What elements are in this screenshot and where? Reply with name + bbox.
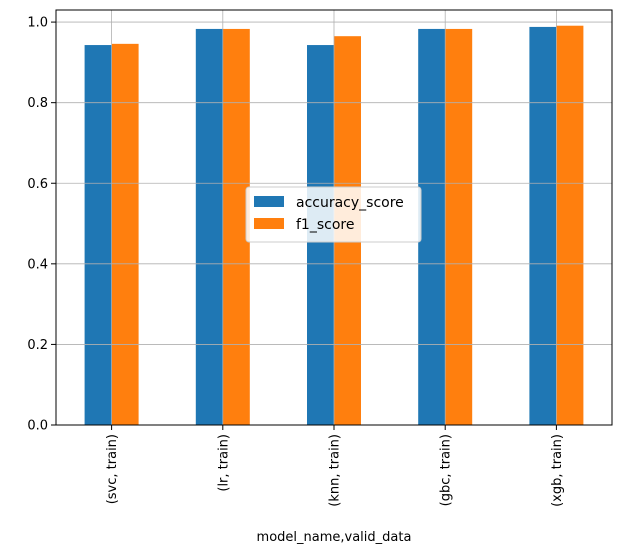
legend-swatch bbox=[254, 218, 284, 229]
bar-f1_score bbox=[556, 25, 584, 425]
bar-accuracy_score bbox=[195, 28, 223, 426]
x-tick-label: (svc, train) bbox=[105, 434, 120, 504]
x-axis-label: model_name,valid_data bbox=[257, 530, 412, 545]
x-tick-label: (xgb, train) bbox=[550, 434, 565, 507]
y-tick-label: 1.0 bbox=[27, 16, 48, 31]
y-tick-label: 0.2 bbox=[27, 338, 48, 353]
bar-f1_score bbox=[111, 43, 139, 425]
legend-swatch bbox=[254, 196, 284, 207]
x-tick-label: (gbc, train) bbox=[439, 434, 454, 506]
bar-f1_score bbox=[222, 28, 250, 426]
x-axis: (svc, train) (lr, train) (knn, train) (gbc,… bbox=[105, 425, 565, 507]
legend-label: f1_score bbox=[296, 217, 354, 233]
x-tick-label: (knn, train) bbox=[328, 434, 343, 507]
bar-accuracy_score bbox=[418, 28, 446, 426]
bar-accuracy_score bbox=[84, 45, 112, 425]
y-tick-label: 0.4 bbox=[27, 257, 48, 272]
y-tick-label: 0.8 bbox=[27, 96, 48, 111]
bar-f1_score bbox=[445, 28, 473, 426]
legend-box bbox=[245, 186, 422, 243]
y-axis: 0.0 0.2 0.4 0.6 0.8 1.0 bbox=[27, 16, 56, 434]
y-tick-label: 0.6 bbox=[27, 177, 48, 192]
y-tick-label: 0.0 bbox=[27, 419, 48, 434]
legend: accuracy_score f1_score bbox=[245, 186, 422, 243]
x-tick-label: (lr, train) bbox=[216, 434, 231, 492]
bar-accuracy_score bbox=[529, 26, 557, 425]
legend-label: accuracy_score bbox=[296, 195, 404, 211]
